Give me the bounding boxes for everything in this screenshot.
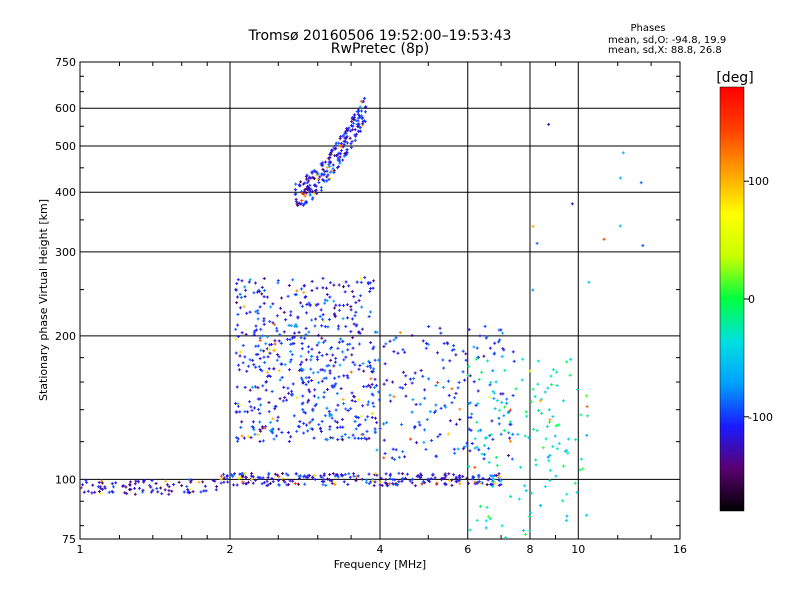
colorbar-ticks: 100 0 -100 — [744, 175, 773, 424]
colorbar-tick-label: 100 — [748, 175, 769, 188]
stats-heading: Phases — [630, 23, 665, 34]
x-tick-label: 1 — [77, 543, 84, 556]
x-tick-label: 4 — [377, 543, 384, 556]
y-axis-ticks: 75 100 200 300 400 500 600 750 — [55, 56, 680, 546]
y-tick-label: 300 — [55, 246, 76, 259]
x-tick-label: 6 — [464, 543, 471, 556]
x-tick-label: 10 — [571, 543, 585, 556]
x-axis-label: Frequency [MHz] — [334, 558, 426, 571]
colorbar-label: [deg] — [716, 70, 753, 86]
colorbar-tick-label: 0 — [748, 293, 755, 306]
y-tick-label: 400 — [55, 186, 76, 199]
chart-subtitle: RwPretec (8p) — [331, 41, 429, 57]
y-tick-label: 750 — [55, 56, 76, 69]
x-tick-label: 2 — [227, 543, 234, 556]
colorbar — [719, 86, 745, 512]
y-tick-label: 100 — [55, 473, 76, 486]
data-points — [80, 96, 645, 539]
chart-title: Tromsø 20160506 19:52:00–19:53:43 — [248, 28, 512, 44]
stats-line-x: mean, sd,X: 88.8, 26.8 — [608, 45, 722, 56]
x-tick-label: 8 — [527, 543, 534, 556]
grid-lines — [80, 62, 680, 539]
y-tick-label: 500 — [55, 140, 76, 153]
y-tick-label: 75 — [62, 533, 76, 546]
y-tick-label: 600 — [55, 102, 76, 115]
y-axis-label: Stationary phase Virtual Height [km] — [37, 199, 50, 401]
colorbar-tick-label: -100 — [748, 411, 773, 424]
stats-line-o: mean, sd,O: -94.8, 19.9 — [608, 35, 726, 46]
x-axis-ticks: 1 2 4 6 8 10 16 — [77, 62, 687, 556]
y-tick-label: 200 — [55, 330, 76, 343]
x-tick-label: 16 — [673, 543, 687, 556]
